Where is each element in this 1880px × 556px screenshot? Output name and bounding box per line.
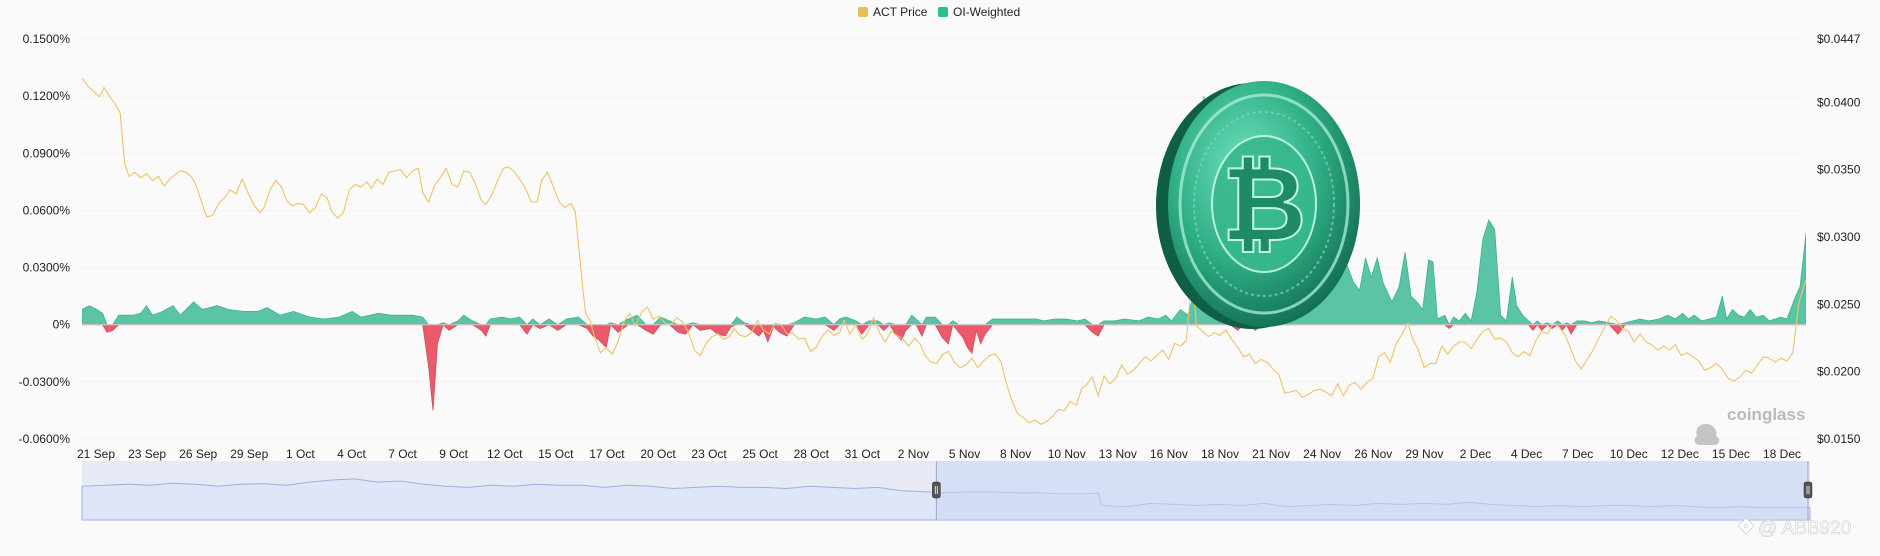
x-tick-label: 15 Dec	[1712, 447, 1750, 461]
x-tick-label: 5 Nov	[949, 447, 980, 461]
x-tick-label: 15 Oct	[538, 447, 574, 461]
left-tick-label: -0.0300%	[19, 375, 71, 389]
left-tick-label: 0.0600%	[23, 203, 71, 217]
right-tick-label: $0.0350	[1817, 163, 1861, 177]
x-tick-label: 2 Nov	[898, 447, 929, 461]
legend-label-oi-weighted: OI-Weighted	[953, 5, 1020, 19]
left-tick-label: 0%	[53, 318, 71, 332]
x-tick-label: 2 Dec	[1460, 447, 1491, 461]
x-tick-label: 12 Oct	[487, 447, 523, 461]
x-tick-label: 21 Nov	[1252, 447, 1290, 461]
x-tick-label: 23 Sep	[128, 447, 166, 461]
left-tick-label: -0.0600%	[19, 432, 71, 446]
series-oi-weighted-negative-area	[82, 323, 1806, 411]
x-tick-label: 12 Dec	[1661, 447, 1699, 461]
x-tick-label: 29 Sep	[230, 447, 268, 461]
x-tick-label: 9 Oct	[439, 447, 468, 461]
x-tick-label: 13 Nov	[1099, 447, 1137, 461]
x-tick-label: 7 Dec	[1562, 447, 1593, 461]
right-tick-label: $0.0447	[1817, 32, 1861, 46]
x-tick-label: 1 Oct	[286, 447, 315, 461]
x-tick-label: 18 Dec	[1763, 447, 1801, 461]
watermark-text: @ ABB920	[1758, 518, 1851, 539]
left-tick-label: 0.0300%	[23, 261, 71, 275]
right-y-axis: $0.0447 $0.0400 $0.0350 $0.0300 $0.0250 $0.02…	[1817, 32, 1861, 446]
coinglass-logo-icon	[1694, 424, 1720, 445]
legend: ACT Price OI-Weighted	[858, 5, 1020, 19]
navigator-grip-icon	[1803, 481, 1813, 499]
right-tick-label: $0.0200	[1817, 365, 1861, 379]
x-tick-label: 29 Nov	[1405, 447, 1443, 461]
x-tick-label: 4 Oct	[337, 447, 366, 461]
right-tick-label: $0.0150	[1817, 432, 1861, 446]
x-tick-label: 10 Nov	[1048, 447, 1086, 461]
x-tick-label: 17 Oct	[589, 447, 625, 461]
left-y-axis: 0.1500% 0.1200% 0.0900% 0.0600% 0.0300% 0% -0.…	[19, 32, 71, 446]
right-tick-label: $0.0250	[1817, 297, 1861, 311]
series-act-price-line	[82, 77, 1806, 425]
x-tick-label: 26 Nov	[1354, 447, 1392, 461]
grid-lines	[82, 38, 1806, 440]
navigator-selection[interactable]	[936, 461, 1808, 520]
left-tick-label: 0.1200%	[23, 89, 71, 103]
navigator-grip-icon	[932, 481, 941, 499]
svg-text:₿: ₿	[1222, 143, 1307, 265]
x-tick-label: 10 Dec	[1610, 447, 1648, 461]
range-navigator[interactable]	[81, 461, 1813, 521]
series-oi-weighted-positive-area	[82, 96, 1806, 326]
x-tick-label: 16 Nov	[1150, 447, 1188, 461]
coinglass-logo-text: coinglass	[1727, 405, 1805, 424]
x-tick-label: 4 Dec	[1511, 447, 1542, 461]
legend-label-act-price: ACT Price	[873, 5, 928, 19]
navigator-handle-left[interactable]	[932, 461, 941, 520]
x-tick-label: 24 Nov	[1303, 447, 1341, 461]
watermark-logo-icon	[1737, 517, 1755, 535]
watermark: @ ABB920	[1737, 517, 1852, 539]
x-tick-label: 8 Nov	[1000, 447, 1031, 461]
x-tick-label: 25 Oct	[743, 447, 779, 461]
x-tick-label: 21 Sep	[77, 447, 115, 461]
legend-item-oi-weighted[interactable]: OI-Weighted	[938, 5, 1020, 19]
x-tick-label: 28 Oct	[794, 447, 830, 461]
x-tick-label: 23 Oct	[691, 447, 727, 461]
right-tick-label: $0.0400	[1817, 95, 1861, 109]
right-tick-label: $0.0300	[1817, 230, 1861, 244]
legend-swatch-act-price	[858, 7, 868, 17]
x-tick-label: 26 Sep	[179, 447, 217, 461]
navigator-handle-right[interactable]	[1803, 461, 1813, 520]
x-tick-label: 31 Oct	[845, 447, 881, 461]
left-tick-label: 0.1500%	[23, 32, 71, 46]
bitcoin-coin-icon: ₿	[1156, 81, 1360, 329]
x-tick-label: 20 Oct	[640, 447, 676, 461]
coinglass-brand: coinglass	[1694, 405, 1805, 445]
x-axis: 21 Sep 23 Sep 26 Sep 29 Sep 1 Oct 4 Oct 7 Oct 9…	[77, 447, 1801, 461]
legend-swatch-oi-weighted	[938, 7, 948, 17]
x-tick-label: 7 Oct	[388, 447, 417, 461]
x-tick-label: 18 Nov	[1201, 447, 1239, 461]
left-tick-label: 0.0900%	[23, 146, 71, 160]
legend-item-act-price[interactable]: ACT Price	[858, 5, 928, 19]
